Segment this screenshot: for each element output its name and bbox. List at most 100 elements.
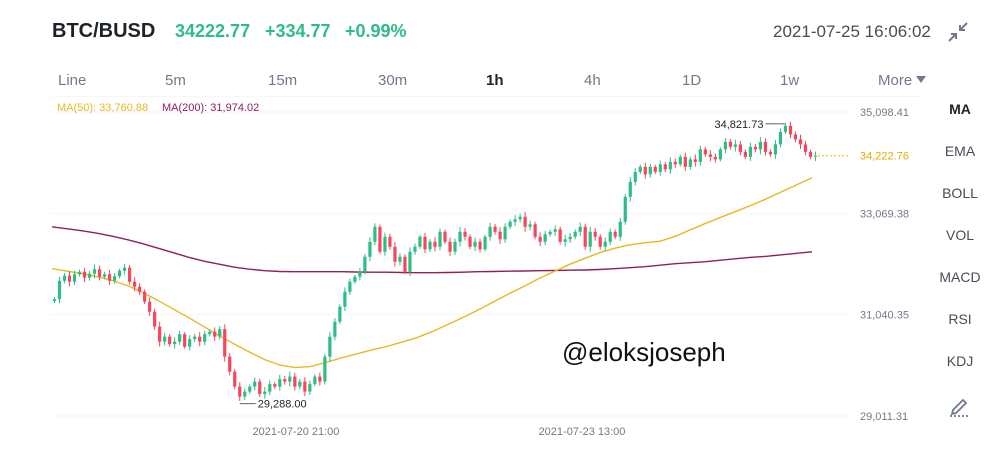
indicator-kdj[interactable]: KDJ bbox=[946, 353, 974, 369]
candle-body bbox=[523, 216, 527, 227]
candle-body bbox=[743, 151, 748, 157]
candle-body bbox=[223, 329, 227, 357]
candle-body bbox=[318, 376, 322, 382]
candle-body bbox=[188, 339, 192, 347]
candle-body bbox=[613, 231, 617, 237]
y-tick-label: 35,098.41 bbox=[860, 107, 909, 119]
candle-body bbox=[778, 131, 783, 145]
candle-body bbox=[683, 156, 687, 167]
candle-body bbox=[112, 276, 117, 281]
candle-body bbox=[107, 274, 112, 281]
candle-body bbox=[383, 236, 387, 252]
indicator-rsi[interactable]: RSI bbox=[948, 311, 972, 327]
candle-body bbox=[808, 151, 813, 157]
candle-body bbox=[623, 196, 627, 222]
indicator-ma[interactable]: MA bbox=[949, 101, 971, 117]
x-tick-label: 2021-07-23 13:00 bbox=[539, 426, 626, 438]
tab-1w[interactable]: 1w bbox=[780, 72, 800, 89]
tab-30m[interactable]: 30m bbox=[378, 72, 408, 89]
candle-body bbox=[633, 171, 637, 182]
tab-1h[interactable]: 1h bbox=[486, 72, 504, 89]
candle-body bbox=[423, 236, 427, 250]
author-watermark: @eloksjoseph bbox=[562, 337, 726, 367]
candle-body bbox=[293, 376, 297, 387]
candle-body bbox=[348, 281, 352, 292]
candle-body bbox=[258, 381, 262, 395]
candle-body bbox=[498, 231, 502, 240]
more-label: More bbox=[878, 72, 913, 89]
candle-body bbox=[558, 229, 562, 242]
candle-body bbox=[398, 256, 402, 262]
candle-body bbox=[513, 219, 517, 222]
tab-5m[interactable]: 5m bbox=[165, 72, 186, 89]
candle-body bbox=[663, 164, 667, 170]
y-tick-label: 31,040.35 bbox=[860, 310, 909, 322]
candle-body bbox=[72, 274, 77, 282]
candle-body bbox=[82, 271, 87, 278]
candle-body bbox=[243, 391, 247, 397]
candle-body bbox=[788, 125, 793, 135]
candle-body bbox=[653, 166, 657, 172]
candle-body bbox=[363, 256, 367, 272]
tab-1d[interactable]: 1D bbox=[682, 72, 702, 89]
candle-body bbox=[708, 154, 712, 157]
candle-body bbox=[67, 275, 72, 282]
candle-body bbox=[768, 151, 773, 155]
indicator-vol[interactable]: VOL bbox=[945, 227, 974, 243]
candle-body bbox=[543, 234, 547, 242]
candle-body bbox=[798, 139, 803, 145]
candle-body bbox=[163, 336, 167, 342]
candle-body bbox=[127, 267, 132, 282]
shrink-arrows-icon[interactable] bbox=[946, 20, 970, 44]
candle-body bbox=[698, 149, 702, 162]
candle-body bbox=[178, 334, 182, 342]
candle-body bbox=[368, 241, 372, 257]
candle-body bbox=[733, 144, 737, 147]
candle-body bbox=[87, 273, 92, 278]
candle-body bbox=[773, 144, 778, 155]
interval-tabs: Line 5m 15m 30m 1h 4h 1D 1w More bbox=[0, 66, 1000, 96]
candle-body bbox=[253, 381, 257, 387]
indicator-macd[interactable]: MACD bbox=[939, 269, 981, 285]
pair-title[interactable]: BTC/BUSD bbox=[52, 20, 156, 42]
candle-body bbox=[208, 331, 212, 335]
indicator-boll[interactable]: BOLL bbox=[942, 185, 978, 201]
tab-line[interactable]: Line bbox=[58, 72, 87, 89]
candle-body bbox=[608, 231, 612, 242]
ma200-line bbox=[51, 226, 813, 274]
pencil-icon[interactable] bbox=[948, 396, 970, 418]
candle-body bbox=[358, 271, 362, 277]
candle-body bbox=[518, 216, 522, 220]
candle-body bbox=[198, 336, 202, 342]
candle-body bbox=[193, 336, 197, 340]
candle-body bbox=[273, 384, 277, 387]
tab-15m[interactable]: 15m bbox=[268, 72, 298, 89]
candle-body bbox=[553, 229, 557, 232]
candlestick-chart[interactable]: 35,098.41 33,069.38 31,040.35 29,011.31 2021… bbox=[0, 96, 920, 446]
ma-legend-label: MA(200): 31,974.02 bbox=[162, 102, 259, 114]
more-intervals-button[interactable]: More bbox=[878, 72, 927, 89]
candle-body bbox=[133, 281, 137, 287]
tab-4h[interactable]: 4h bbox=[584, 72, 601, 89]
candle-body bbox=[343, 291, 347, 307]
candle-body bbox=[443, 231, 447, 242]
candle-body bbox=[503, 226, 507, 240]
indicator-ema[interactable]: EMA bbox=[944, 143, 976, 159]
candle-body bbox=[313, 376, 317, 385]
candle-body bbox=[638, 166, 642, 172]
candle-body bbox=[603, 241, 607, 247]
candle-body bbox=[463, 231, 467, 237]
candle-body bbox=[158, 326, 162, 342]
candle-body bbox=[738, 144, 743, 152]
candle-body bbox=[568, 236, 572, 240]
candle-body bbox=[583, 226, 587, 247]
candle-body bbox=[438, 231, 442, 247]
candle-body bbox=[493, 226, 497, 232]
candle-body bbox=[52, 299, 57, 302]
y-tick-label: 33,069.38 bbox=[860, 208, 909, 220]
candle-body bbox=[97, 269, 102, 277]
ma50-line bbox=[51, 177, 813, 369]
candle-body bbox=[138, 286, 142, 292]
candle-body bbox=[298, 381, 302, 387]
candle-body bbox=[573, 231, 577, 237]
